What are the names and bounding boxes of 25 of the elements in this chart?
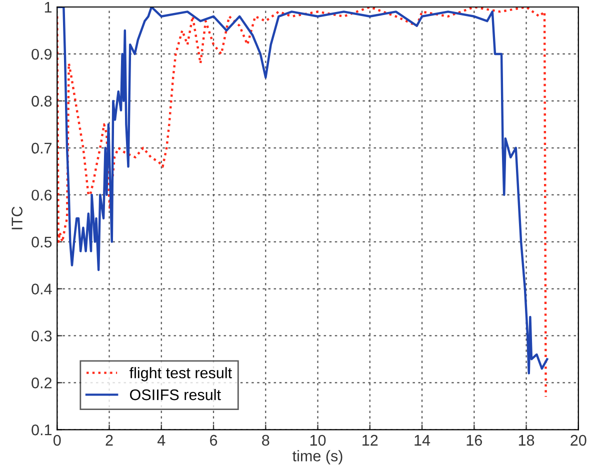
x-tick-label: 14 [414, 435, 430, 446]
legend-label: flight test result [130, 367, 232, 382]
x-tick-label: 16 [466, 434, 482, 446]
y-tick-label: 0.9 [32, 48, 52, 60]
y-tick-label: 0.6 [32, 190, 52, 201]
x-tick-label: 8 [262, 434, 270, 446]
y-tick-label: 0.7 [32, 142, 52, 154]
x-tick-label: 6 [210, 434, 218, 446]
y-tick-label: 0.3 [32, 330, 52, 342]
y-tick-label: 0.1 [32, 424, 52, 436]
x-tick-label: 12 [362, 434, 378, 446]
x-tick-label: 20 [570, 434, 586, 446]
y-tick-label: 0.4 [32, 284, 52, 294]
x-tick-label: 18 [518, 434, 534, 446]
y-tick-label: 1 [44, 2, 52, 13]
x-tick-label: 4 [157, 435, 166, 446]
x-axis-title: time (s) [292, 450, 342, 464]
y-tick-label: 0.5 [32, 236, 52, 248]
y-tick-label: 0.2 [32, 378, 52, 388]
y-tick-label: 0.8 [32, 96, 52, 107]
x-tick-label: 10 [310, 434, 326, 446]
legend-label: OSIIFS result [130, 388, 221, 400]
y-axis-title: ITC [12, 206, 22, 230]
x-tick-label: 2 [106, 434, 113, 446]
x-tick-label: 0 [53, 434, 61, 446]
